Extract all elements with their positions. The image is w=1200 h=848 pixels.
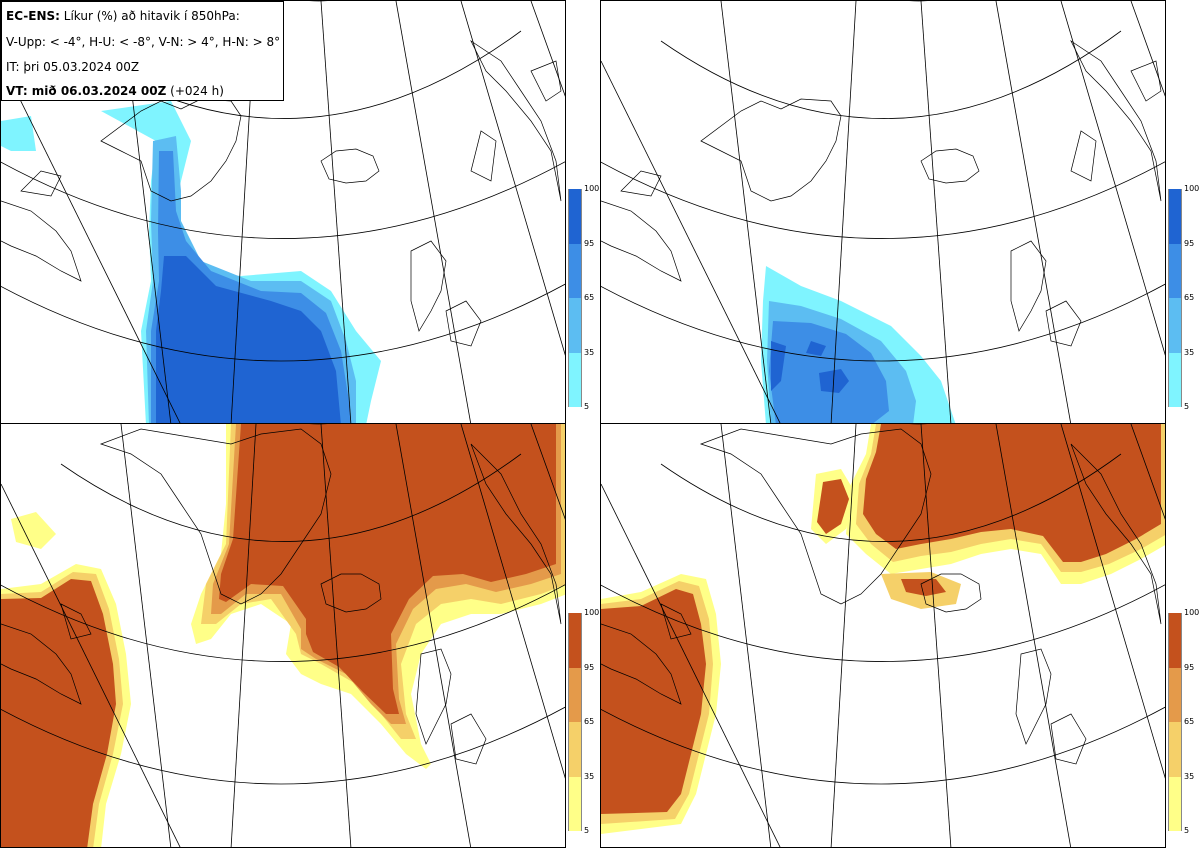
colorbar-tick-label: 100 xyxy=(1184,608,1200,617)
map-panel-warm-4 xyxy=(0,423,566,848)
map-panel-warm-8 xyxy=(600,423,1166,848)
graticule-cold-8 xyxy=(601,1,1165,423)
valid-time: VT: mið 06.03.2024 00Z xyxy=(6,84,167,98)
initial-time: IT: þri 05.03.2024 00Z xyxy=(6,60,140,74)
colorbar-segment xyxy=(568,667,582,722)
map-panel-cold-4: EC-ENS: Líkur (%) að hitavik í 850hPa: V… xyxy=(0,0,566,424)
colorbar-segment xyxy=(1168,613,1182,668)
colorbar-tick-label: 100 xyxy=(584,184,600,193)
map-panel-cold-8 xyxy=(600,0,1166,424)
colorbar-tick-label: 5 xyxy=(1184,826,1190,835)
graticule-warm-4 xyxy=(1,424,565,847)
parameter-description: Líkur (%) að hitavik í 850hPa: xyxy=(59,9,240,23)
colorbar-segment xyxy=(568,243,582,298)
colorbar-tick-label: 35 xyxy=(1184,347,1195,357)
colorbar-tick-label: 95 xyxy=(584,238,595,248)
coastlines-cold-8 xyxy=(601,39,1162,347)
colorbar-tick-label: 65 xyxy=(584,717,595,726)
colorbar-segment xyxy=(1168,667,1182,722)
colorbar-segment xyxy=(568,776,582,831)
prob-field-warm-8 xyxy=(601,424,1165,834)
colorbar-tick-label: 95 xyxy=(1184,238,1195,248)
colorbar-segment xyxy=(1168,243,1182,298)
colorbar-segment xyxy=(568,189,582,244)
coastlines-cold-4 xyxy=(1,39,562,347)
colorbar-tick-label: 65 xyxy=(584,293,595,302)
prob-field-warm-4 xyxy=(1,424,565,847)
colorbar-segment xyxy=(1168,352,1182,407)
map-warm-8 xyxy=(601,424,1165,847)
colorbar-segment xyxy=(1168,722,1182,777)
colorbar-tick-label: 95 xyxy=(1184,662,1195,672)
colorbar-segment xyxy=(1168,298,1182,353)
colorbar-tick-label: 65 xyxy=(1184,717,1195,726)
colorbar-segment xyxy=(568,722,582,777)
colorbar-tick-label: 35 xyxy=(1184,771,1195,781)
colorbar-tick-label: 100 xyxy=(584,608,600,617)
coastlines-warm-8 xyxy=(601,428,1162,765)
lead-time: (+024 h) xyxy=(166,84,224,98)
colorbar-tick-label: 35 xyxy=(584,771,595,781)
coastlines-warm-4 xyxy=(1,428,562,765)
colorbar-segment xyxy=(568,298,582,353)
map-cold-8 xyxy=(601,1,1165,423)
forecast-info-box: EC-ENS: Líkur (%) að hitavik í 850hPa: V… xyxy=(1,1,284,101)
colorbar-tick-label: 5 xyxy=(1184,402,1190,411)
colorbar-segment xyxy=(1168,776,1182,831)
colorbar-segment xyxy=(568,352,582,407)
colorbar-tick-label: 35 xyxy=(584,347,595,357)
colorbar-segment xyxy=(568,613,582,668)
threshold-description: V-Upp: < -4°, H-U: < -8°, V-N: > 4°, H-N… xyxy=(6,35,281,49)
colorbar-tick-label: 95 xyxy=(584,662,595,672)
colorbar-tick-label: 100 xyxy=(1184,184,1200,193)
prob-field-cold-8 xyxy=(761,266,956,423)
colorbar-tick-label: 65 xyxy=(1184,293,1195,302)
colorbar-segment xyxy=(1168,189,1182,244)
map-warm-4 xyxy=(1,424,565,847)
model-name: EC-ENS: xyxy=(6,9,60,23)
map-cold-4 xyxy=(1,1,565,423)
colorbar-tick-label: 5 xyxy=(584,402,590,411)
prob-field-cold-4 xyxy=(1,101,381,423)
colorbar-tick-label: 5 xyxy=(584,826,590,835)
